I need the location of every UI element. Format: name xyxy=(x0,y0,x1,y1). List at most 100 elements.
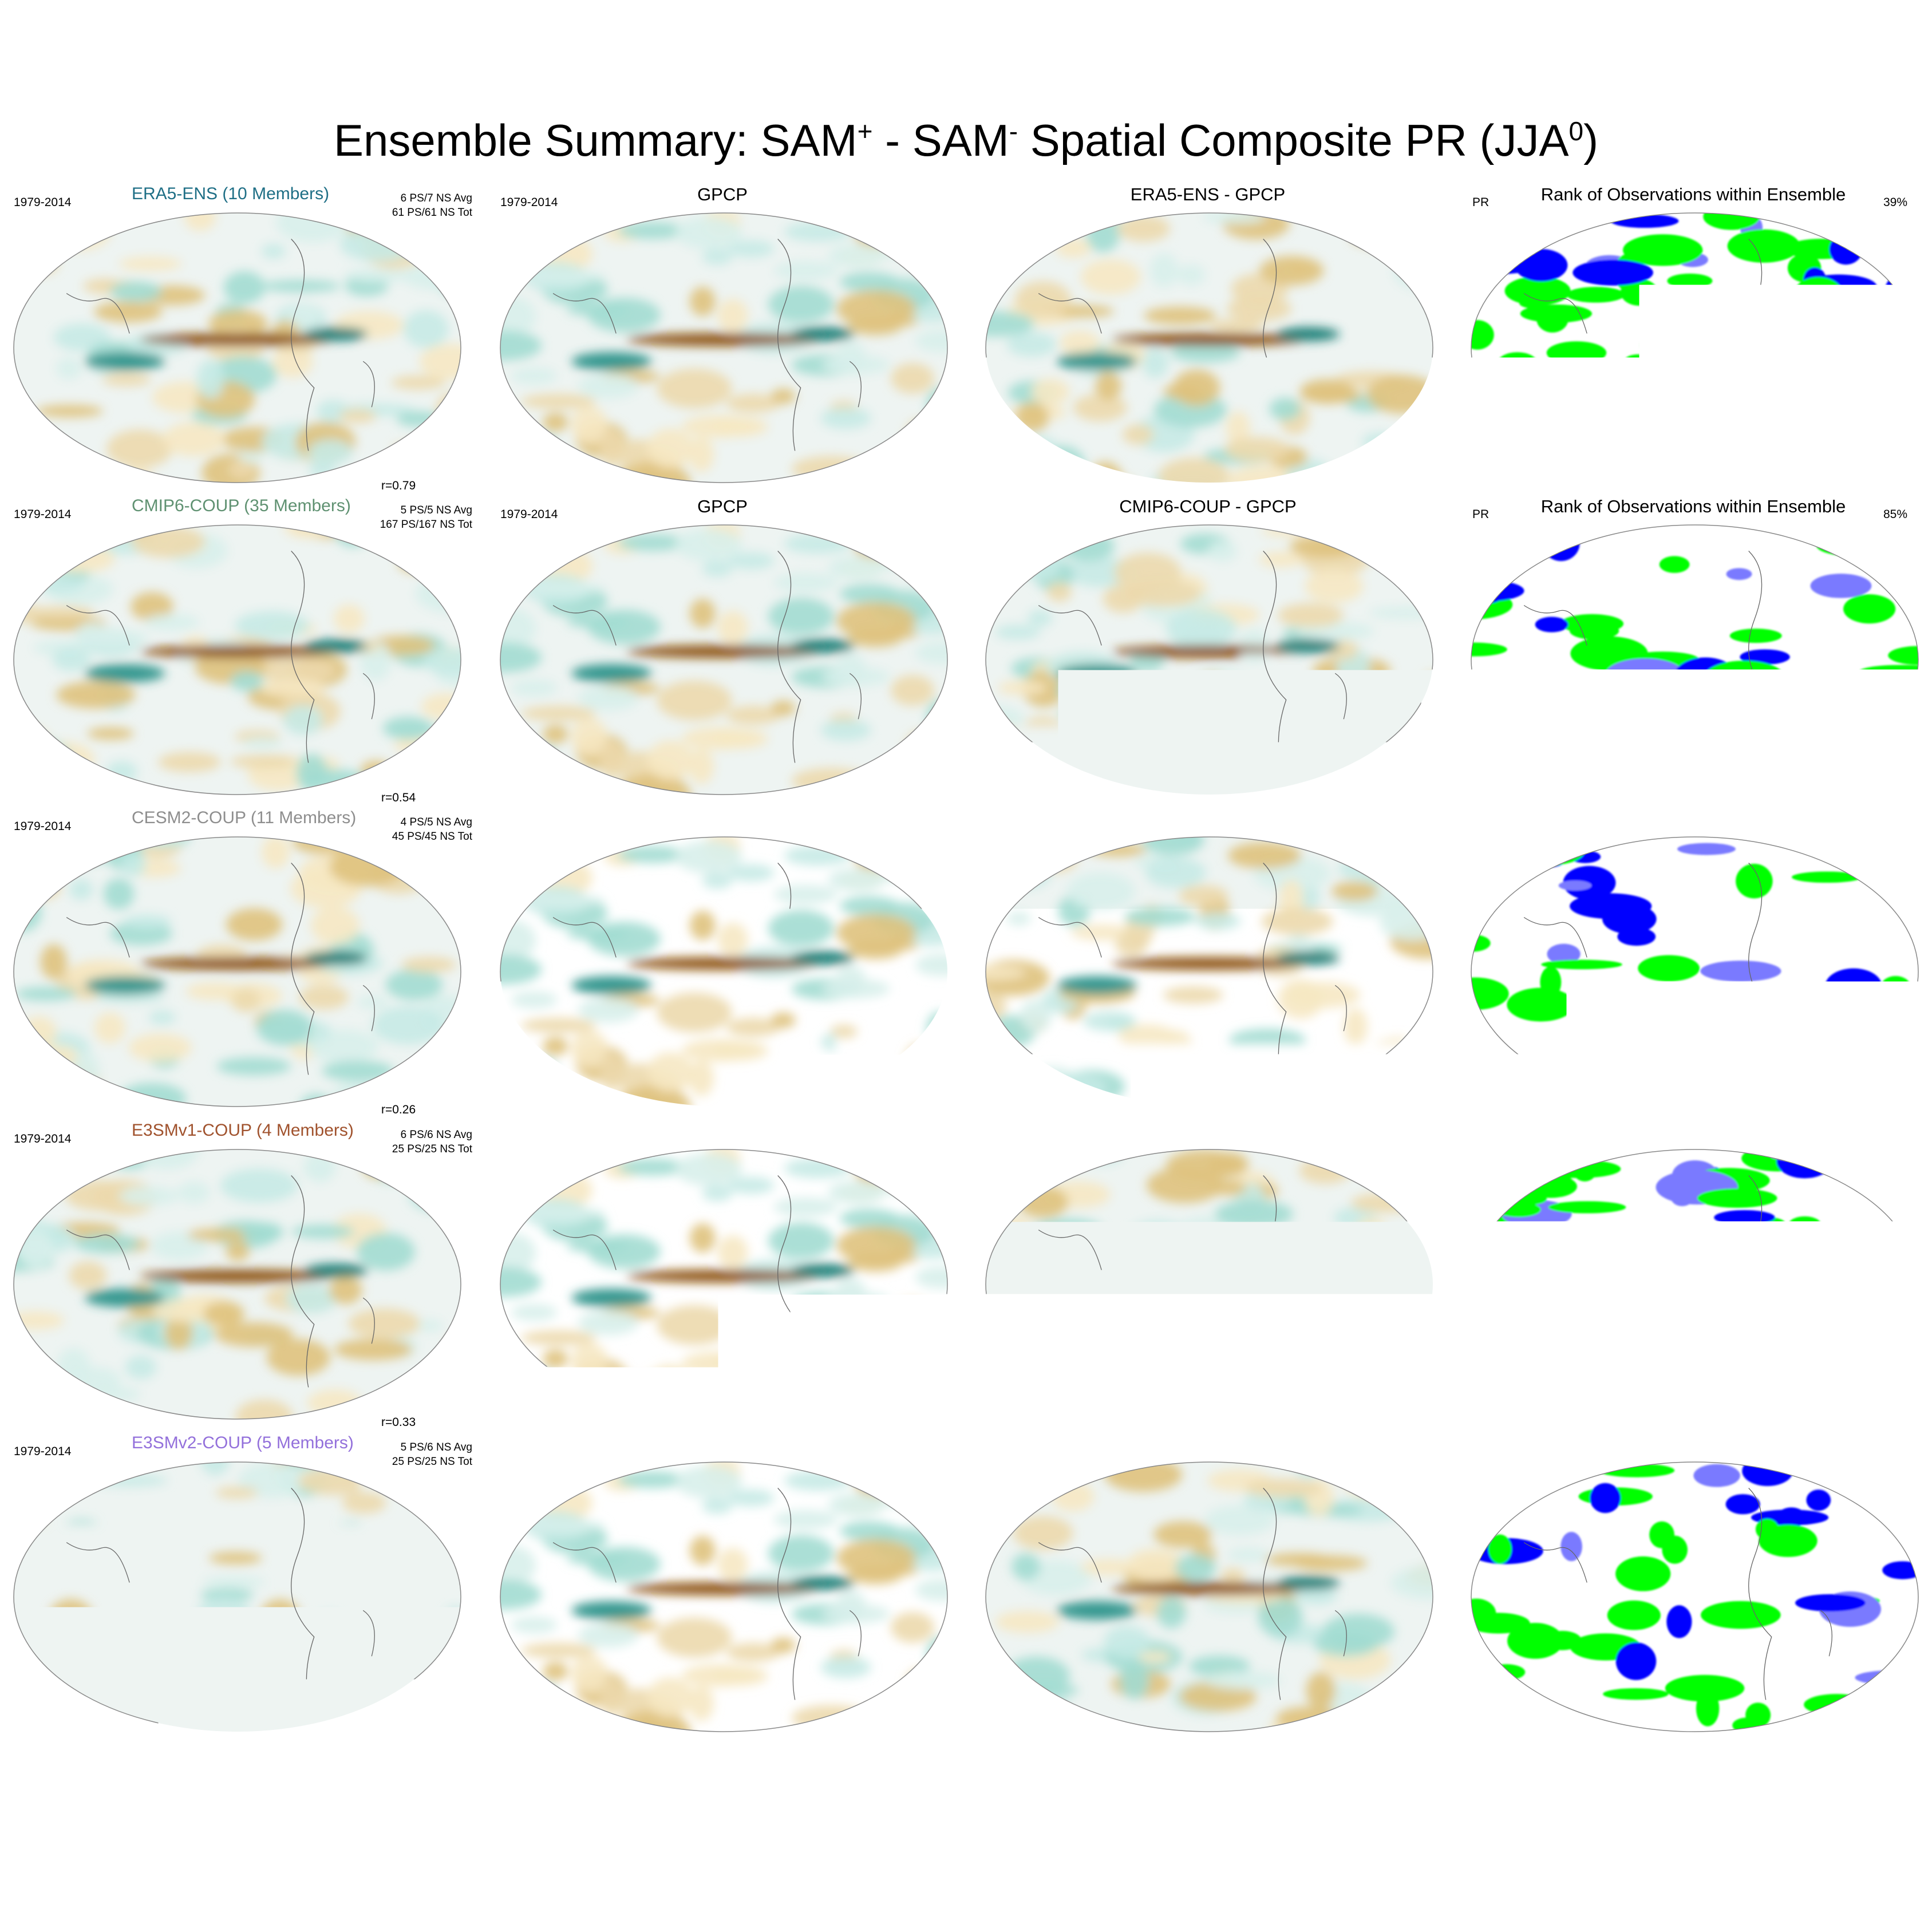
period-label: 1979-2014 xyxy=(500,196,558,210)
colorbar-swatch xyxy=(847,1771,866,1786)
rank-map xyxy=(1470,524,1919,796)
pattern-correlation: r=0.07 xyxy=(381,1728,416,1742)
period-label: 1979-2014 xyxy=(500,820,558,833)
panel-title-difference: CMIP6-COUP - GPCP xyxy=(985,496,1431,517)
colorbar-swatch xyxy=(694,1771,713,1786)
colorbar-tick-label: -.25 xyxy=(179,1788,207,1807)
ensemble-name: CMIP6-COUP (35 Members) xyxy=(132,496,351,516)
panel-title-gpcp: GPCP xyxy=(499,496,946,517)
panel-title-gpcp: GPCP xyxy=(499,184,946,205)
precip-map xyxy=(13,836,462,1108)
colorbar-swatch xyxy=(1026,1771,1045,1786)
rank-percent: 85% xyxy=(1883,820,1907,833)
colorbar-swatch xyxy=(1064,1771,1083,1786)
colorbar-swatch xyxy=(132,1771,151,1786)
colorbar-tick-label: .75 xyxy=(307,1788,329,1807)
colorbar-tick-label: 10 xyxy=(1593,1788,1610,1807)
colorbar-swatch xyxy=(1822,1771,1858,1786)
precip-map xyxy=(985,836,1434,1108)
colorbar-swatch xyxy=(752,1771,771,1786)
stats-avg: 6 PS/7 NS Avg xyxy=(343,191,472,206)
colorbar-swatch xyxy=(36,1771,55,1786)
colorbar-swatch xyxy=(1566,1771,1602,1786)
colorbar-swatch xyxy=(1179,1771,1198,1786)
stats-avg: 5 PS/5 NS Avg xyxy=(343,503,472,517)
colorbar-swatch xyxy=(151,1771,170,1786)
panel-title-difference: CESM2-COUP - GPCP xyxy=(985,808,1431,829)
colorbar-swatch xyxy=(1199,1771,1218,1786)
precip-map xyxy=(13,212,462,484)
ensemble-name: ERA5-ENS (10 Members) xyxy=(132,184,329,204)
colorbar-swatch xyxy=(247,1771,266,1786)
rank-variable-label: PR xyxy=(1472,820,1489,833)
colorbar-swatch xyxy=(771,1771,789,1786)
rank-map xyxy=(1470,1461,1919,1733)
colorbar-tick-label: 2 xyxy=(1329,1788,1338,1807)
colorbar-tick-label: 2 xyxy=(843,1788,852,1807)
colorbar-tick-label: .75 xyxy=(792,1788,815,1807)
colorbar-swatch xyxy=(1122,1771,1141,1786)
colorbar-swatch xyxy=(617,1771,636,1786)
colorbar-swatch xyxy=(1492,1771,1529,1786)
colorbar-swatch xyxy=(55,1771,74,1786)
colorbar-tick-label: 20 xyxy=(1644,1788,1662,1807)
period-label: 1979-2014 xyxy=(500,1445,558,1459)
rank-variable-label: PR xyxy=(1472,1445,1489,1459)
panel-title-difference: E3SMv2-COUP - GPCP xyxy=(985,1433,1431,1454)
colorbar-swatch xyxy=(521,1771,540,1786)
colorbar-swatch xyxy=(1748,1771,1785,1786)
panel-title-rank: Rank of Observations within Ensemble xyxy=(1470,808,1917,829)
colorbar-tick-label: -4 xyxy=(67,1788,81,1807)
precip-map xyxy=(13,524,462,796)
precip-map xyxy=(499,212,949,484)
rank-percent: 40% xyxy=(1883,1132,1907,1146)
colorbar-tick-label: -.25 xyxy=(1150,1788,1178,1807)
rank-percent: 52% xyxy=(1883,1445,1907,1459)
precip-map xyxy=(499,524,949,796)
colorbar-swatch xyxy=(1602,1771,1639,1786)
colorbar-swatch xyxy=(1237,1771,1256,1786)
colorbar-swatch xyxy=(675,1771,694,1786)
colorbar-tick-label: -4 xyxy=(552,1788,567,1807)
colorbar-swatch xyxy=(790,1771,809,1786)
panel-title-gpcp: GPCP xyxy=(499,1433,946,1454)
colorbar-swatch xyxy=(1103,1771,1121,1786)
colorbar-swatch xyxy=(285,1771,304,1786)
period-label: 1979-2014 xyxy=(500,508,558,521)
colorbar-swatch xyxy=(1218,1771,1236,1786)
colorbar-swatch xyxy=(1294,1771,1313,1786)
rank-percent: 39% xyxy=(1883,196,1907,210)
colorbar-swatch xyxy=(732,1771,751,1786)
colorbar-swatch xyxy=(1858,1771,1895,1786)
precip-map xyxy=(985,1148,1434,1420)
colorbar-swatch xyxy=(1045,1771,1064,1786)
colorbar-tick-label: 0 xyxy=(718,1788,728,1807)
colorbar-swatch xyxy=(540,1771,559,1786)
colorbar-tick-label: 4 xyxy=(882,1788,891,1807)
colorbar-tick-label: -.25 xyxy=(665,1788,692,1807)
rank-variable-label: PR xyxy=(1472,1132,1489,1146)
colorbar-swatch xyxy=(1084,1771,1103,1786)
pattern-correlation: r=0.54 xyxy=(381,791,416,805)
figure-title: Ensemble Summary: SAM+ - SAM- Spatial Co… xyxy=(0,114,1932,167)
panel-title-gpcp: GPCP xyxy=(499,1121,946,1141)
panel-title-rank: Rank of Observations within Ensemble xyxy=(1470,1121,1917,1141)
colorbar-swatch xyxy=(362,1771,381,1786)
colorbar-swatch xyxy=(560,1771,579,1786)
pattern-correlation: r=0.33 xyxy=(381,1416,416,1429)
rank-map xyxy=(1470,836,1919,1108)
colorbar-tick-label: 4 xyxy=(1367,1788,1376,1807)
colorbar-swatch xyxy=(170,1771,189,1786)
rank-map xyxy=(1470,1148,1919,1420)
colorbar-tick-label: -4 xyxy=(1038,1788,1052,1807)
colorbar-swatch xyxy=(93,1771,112,1786)
colorbar-tick-label: 100 xyxy=(1846,1788,1872,1807)
colorbar-swatch xyxy=(1529,1771,1566,1786)
colorbar-tick-label: 2 xyxy=(358,1788,367,1807)
colorbar-swatch xyxy=(1256,1771,1275,1786)
colorbar-swatch xyxy=(866,1771,885,1786)
colorbar-tick-label: .25 xyxy=(1238,1788,1260,1807)
colorbar-swatch xyxy=(828,1771,847,1786)
rank-percent: 85% xyxy=(1883,508,1907,521)
colorbar-swatch xyxy=(323,1771,342,1786)
